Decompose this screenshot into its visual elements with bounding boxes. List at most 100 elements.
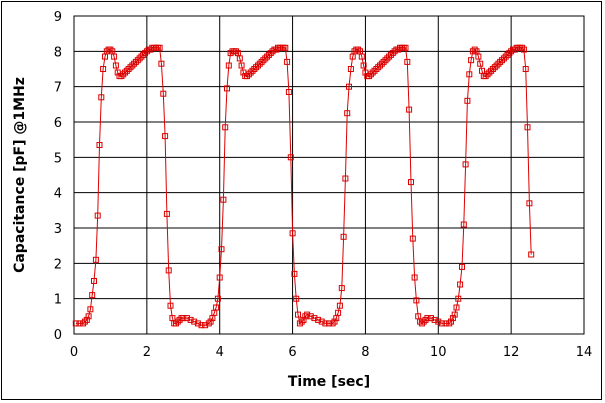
data-point — [424, 315, 431, 322]
data-point — [291, 270, 298, 277]
data-point — [249, 67, 256, 74]
plot-area — [73, 15, 585, 335]
data-point — [524, 124, 531, 131]
data-point — [131, 60, 138, 67]
data-point — [98, 94, 105, 101]
data-point — [218, 246, 225, 253]
data-point — [96, 142, 103, 148]
data-point — [244, 73, 250, 80]
data-point — [464, 97, 471, 104]
data-point — [255, 62, 261, 69]
data-point — [382, 57, 389, 64]
series-line — [75, 47, 532, 326]
data-point — [173, 320, 179, 327]
data-point — [222, 124, 229, 131]
data-point — [500, 55, 507, 62]
data-point — [346, 83, 352, 90]
data-point — [295, 311, 301, 318]
data-point — [431, 316, 438, 323]
data-point — [318, 318, 325, 325]
series-markers — [72, 44, 535, 329]
data-point — [449, 315, 456, 322]
data-point — [123, 67, 130, 74]
data-point — [136, 55, 143, 62]
data-point — [118, 73, 125, 80]
data-point — [220, 196, 227, 203]
data-point — [260, 57, 267, 64]
data-point — [384, 55, 391, 62]
data-point — [406, 106, 413, 113]
x-tick-labels: 0 2 4 6 8 10 12 14 — [70, 345, 592, 360]
data-point — [287, 154, 294, 161]
data-point — [453, 304, 460, 311]
y-tick-label: 5 — [54, 151, 62, 166]
data-point — [129, 62, 136, 69]
data-point — [163, 210, 170, 217]
data-point — [508, 48, 515, 55]
data-point — [386, 53, 393, 60]
data-point — [462, 161, 469, 168]
x-tick-label: 0 — [70, 345, 78, 360]
data-point — [107, 46, 114, 53]
data-point — [127, 64, 134, 71]
data-point — [377, 62, 383, 69]
data-point — [72, 320, 79, 327]
data-point — [497, 58, 504, 65]
data-point — [85, 313, 92, 320]
data-point — [409, 235, 416, 242]
data-point — [466, 71, 473, 78]
y-tick-label: 2 — [54, 257, 62, 272]
data-point — [83, 316, 90, 323]
data-point — [428, 315, 434, 322]
gridlines — [74, 16, 584, 334]
data-point — [355, 46, 362, 53]
data-point — [284, 58, 291, 65]
data-point — [420, 318, 427, 325]
data-point — [520, 46, 527, 53]
data-point — [167, 302, 174, 309]
data-point — [322, 320, 329, 327]
data-point — [267, 50, 274, 57]
data-point — [489, 66, 496, 72]
data-point — [180, 315, 187, 322]
data-point — [371, 67, 378, 74]
data-point — [506, 50, 513, 57]
data-point — [369, 69, 376, 76]
data-point — [358, 53, 365, 60]
data-point — [87, 306, 94, 313]
data-point — [143, 48, 150, 55]
data-point — [411, 274, 418, 281]
data-point — [194, 320, 201, 327]
data-point — [247, 69, 254, 76]
data-point — [367, 71, 374, 78]
data-point — [387, 51, 394, 58]
x-tick-label: 14 — [576, 345, 593, 360]
data-point — [282, 44, 289, 51]
y-axis-label: Capacitance [pF] @1MHz — [12, 77, 28, 273]
data-point — [187, 316, 194, 323]
y-tick-label: 7 — [54, 81, 62, 96]
data-point — [120, 71, 127, 78]
data-point — [389, 50, 396, 57]
data-point — [134, 57, 141, 64]
data-point — [165, 267, 172, 274]
data-point — [112, 62, 119, 69]
data-point — [293, 295, 300, 302]
y-tick-label: 8 — [54, 45, 62, 60]
data-point — [522, 66, 529, 72]
data-point — [502, 53, 509, 60]
y-tick-label: 1 — [54, 293, 62, 308]
x-axis-label: Time [sec] — [288, 374, 370, 390]
data-point — [402, 44, 409, 51]
data-point — [504, 51, 511, 58]
data-point — [162, 133, 169, 140]
data-point — [469, 48, 476, 55]
data-point — [265, 51, 272, 58]
x-tick-label: 12 — [503, 345, 520, 360]
data-point — [298, 318, 305, 325]
data-point — [495, 60, 502, 67]
data-point — [262, 55, 269, 62]
data-point — [391, 48, 398, 55]
data-point — [340, 233, 347, 240]
data-point — [435, 318, 442, 325]
